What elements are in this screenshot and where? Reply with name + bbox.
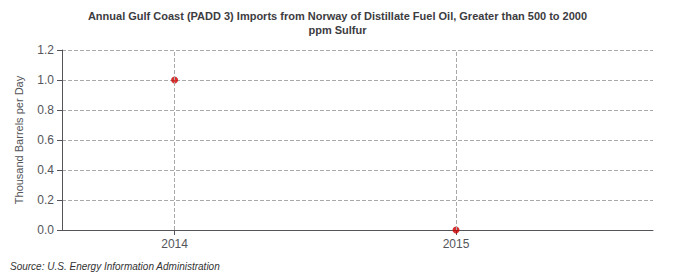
svg-text:1.0: 1.0 bbox=[37, 73, 54, 87]
svg-text:0.4: 0.4 bbox=[37, 163, 54, 177]
svg-text:2014: 2014 bbox=[161, 237, 188, 251]
svg-text:ppm Sulfur: ppm Sulfur bbox=[308, 24, 367, 36]
svg-text:0.8: 0.8 bbox=[37, 103, 54, 117]
svg-text:1.2: 1.2 bbox=[37, 43, 54, 57]
svg-text:0.0: 0.0 bbox=[37, 223, 54, 237]
svg-text:Annual Gulf Coast (PADD 3) Imp: Annual Gulf Coast (PADD 3) Imports from … bbox=[88, 10, 587, 22]
svg-text:Source: U.S. Energy Informatio: Source: U.S. Energy Information Administ… bbox=[10, 261, 220, 272]
svg-text:0.2: 0.2 bbox=[37, 193, 54, 207]
svg-text:2015: 2015 bbox=[443, 237, 470, 251]
svg-text:Thousand Barrels per Day: Thousand Barrels per Day bbox=[13, 75, 25, 204]
svg-text:0.6: 0.6 bbox=[37, 133, 54, 147]
